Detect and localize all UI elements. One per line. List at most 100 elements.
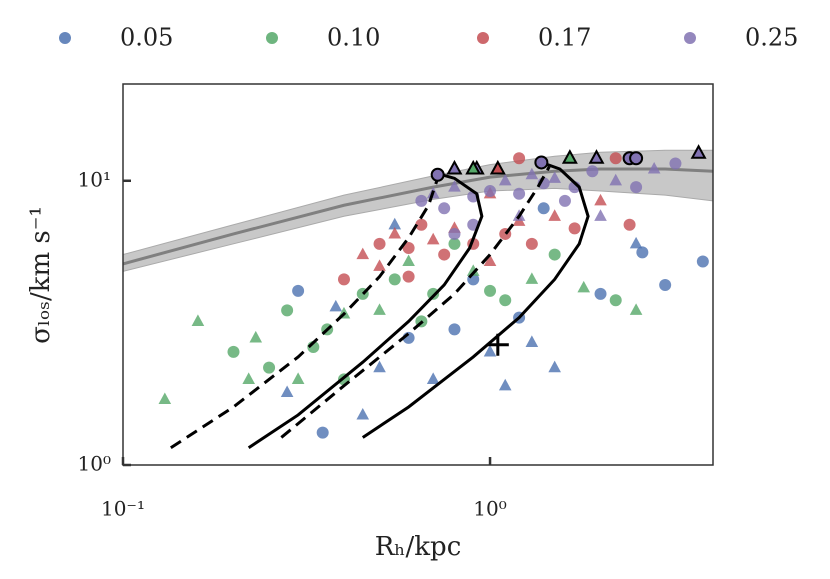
point — [498, 378, 512, 391]
point — [525, 272, 539, 284]
point — [525, 237, 538, 250]
point — [448, 227, 461, 240]
point — [427, 287, 440, 300]
band-line — [123, 167, 713, 266]
highlight-point — [534, 155, 549, 170]
point — [499, 294, 512, 307]
legend-marker — [477, 32, 489, 44]
point — [388, 226, 402, 239]
point — [426, 232, 440, 245]
point — [537, 202, 550, 215]
model-curve — [280, 166, 551, 439]
point — [629, 303, 643, 315]
legend-label: 0.17 — [538, 24, 591, 52]
point — [356, 407, 370, 420]
point — [356, 247, 370, 260]
x-axis-label: Rₕ/kpc — [375, 532, 462, 562]
point — [630, 181, 643, 194]
point — [594, 287, 607, 300]
highlight-point — [446, 159, 463, 175]
point — [548, 171, 561, 183]
model-curve — [170, 177, 440, 450]
y-axis-label: σₗₒₛ/km s⁻¹ — [26, 206, 56, 344]
point — [448, 237, 461, 250]
highlight-point — [489, 159, 506, 175]
point — [609, 173, 623, 186]
point — [525, 335, 539, 347]
point — [577, 280, 591, 293]
point — [548, 248, 561, 261]
point — [466, 264, 480, 276]
point — [696, 255, 709, 268]
highlight-point — [465, 159, 482, 175]
point — [388, 273, 401, 286]
point — [594, 193, 607, 206]
highlight-point — [629, 151, 644, 166]
point — [647, 162, 661, 174]
point — [548, 360, 561, 373]
point — [609, 152, 622, 165]
cross-marker — [486, 333, 509, 356]
point — [484, 284, 497, 297]
highlight-point — [588, 149, 605, 164]
plot-frame — [122, 83, 714, 466]
legend-marker — [684, 32, 696, 44]
point — [483, 254, 497, 267]
point — [373, 360, 386, 373]
point — [329, 299, 343, 312]
point — [594, 209, 607, 221]
point — [191, 314, 205, 326]
legend-marker — [266, 32, 278, 44]
point — [448, 180, 461, 192]
point — [426, 372, 440, 384]
highlight-point — [561, 149, 578, 164]
point — [316, 426, 329, 439]
point — [568, 222, 581, 235]
point — [373, 303, 386, 315]
point — [402, 242, 415, 255]
point — [438, 248, 451, 261]
model-curve — [247, 172, 484, 449]
point — [291, 372, 305, 384]
point — [402, 270, 415, 283]
point — [281, 304, 294, 317]
point — [280, 385, 294, 397]
point — [292, 284, 305, 297]
point — [669, 157, 682, 170]
point — [373, 259, 386, 271]
point — [548, 209, 561, 221]
point — [263, 361, 276, 374]
point — [242, 372, 255, 384]
point — [438, 202, 451, 215]
point — [402, 254, 415, 267]
highlight-point — [690, 144, 707, 159]
legend-label: 0.05 — [120, 24, 173, 52]
point — [525, 167, 539, 180]
y-tick-label: 10⁰ — [78, 452, 111, 476]
point — [659, 278, 672, 291]
highlight-point — [430, 167, 445, 182]
point — [629, 236, 643, 249]
point — [337, 273, 350, 286]
point — [158, 392, 172, 405]
plot-area — [123, 144, 713, 450]
point — [609, 294, 622, 307]
point — [498, 173, 512, 186]
point — [227, 345, 240, 358]
point — [448, 323, 461, 336]
point — [513, 187, 526, 200]
model-curve — [361, 161, 590, 439]
x-tick-label: 10⁰ — [473, 497, 506, 521]
point — [623, 218, 636, 231]
point — [586, 165, 599, 178]
point — [249, 330, 263, 343]
point — [415, 218, 428, 231]
point — [373, 237, 386, 250]
legend-marker — [59, 32, 71, 44]
legend-label: 0.25 — [745, 24, 798, 52]
point — [483, 344, 497, 357]
point — [513, 152, 526, 165]
point — [484, 185, 497, 198]
point — [415, 194, 428, 207]
